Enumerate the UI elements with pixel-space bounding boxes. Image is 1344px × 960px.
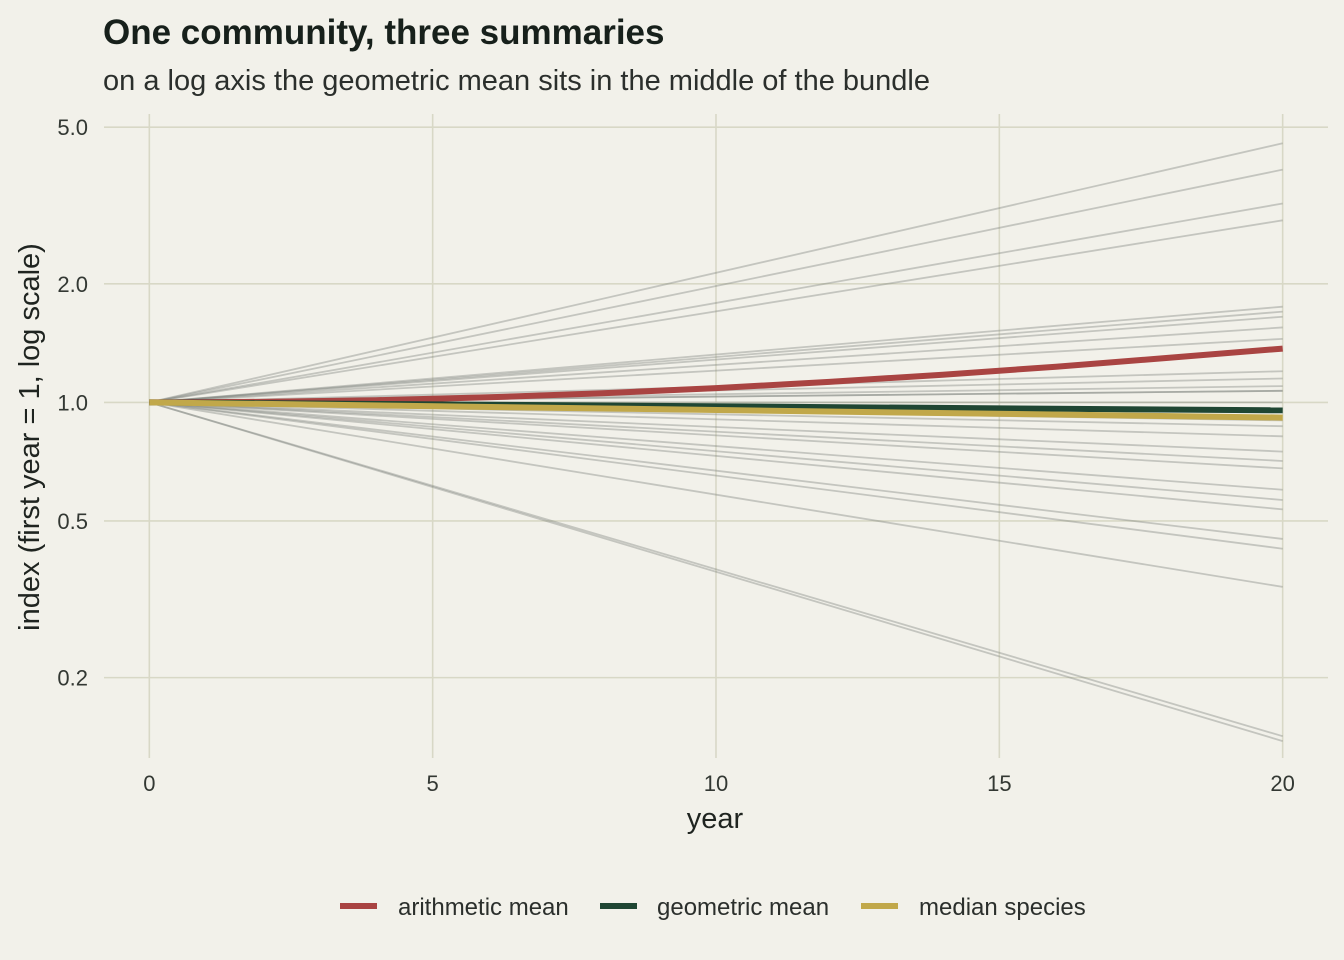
legend-label: geometric mean bbox=[657, 894, 829, 921]
chart-subtitle: on a log axis the geometric mean sits in… bbox=[103, 65, 930, 97]
species-line bbox=[149, 401, 1283, 588]
species-line bbox=[149, 401, 1283, 453]
species-line bbox=[149, 326, 1283, 404]
legend-label: arithmetic mean bbox=[398, 894, 569, 921]
species-line bbox=[149, 401, 1283, 742]
species-line bbox=[149, 219, 1283, 404]
y-axis-title: index (first year = 1, log scale) bbox=[14, 243, 46, 631]
x-tick-label: 5 bbox=[427, 771, 439, 796]
y-tick-label: 1.0 bbox=[57, 390, 88, 415]
legend-label: median species bbox=[919, 894, 1086, 921]
species-line bbox=[149, 202, 1283, 404]
species-line bbox=[149, 337, 1283, 404]
x-tick-label: 10 bbox=[704, 771, 728, 796]
y-tick-labels: 5.0 2.0 1.0 0.5 0.2 bbox=[57, 115, 88, 690]
species-line bbox=[149, 401, 1283, 491]
species-line bbox=[149, 310, 1283, 404]
chart-title: One community, three summaries bbox=[103, 13, 664, 52]
x-tick-labels: 0 5 10 15 20 bbox=[143, 771, 1295, 796]
x-tick-label: 20 bbox=[1270, 771, 1294, 796]
species-line bbox=[149, 305, 1283, 404]
species-lines bbox=[149, 142, 1283, 742]
species-line bbox=[149, 401, 1283, 438]
y-tick-label: 5.0 bbox=[57, 115, 88, 140]
species-line bbox=[149, 315, 1283, 404]
x-tick-label: 15 bbox=[987, 771, 1011, 796]
y-tick-label: 2.0 bbox=[57, 272, 88, 297]
species-line bbox=[149, 401, 1283, 540]
summary-lines bbox=[149, 345, 1283, 421]
median-species-line bbox=[149, 399, 1283, 421]
legend: arithmetic mean geometric mean median spec… bbox=[340, 894, 1086, 921]
x-tick-label: 0 bbox=[143, 771, 155, 796]
x-axis-title: year bbox=[687, 803, 744, 835]
y-tick-label: 0.2 bbox=[57, 666, 88, 691]
species-line bbox=[149, 401, 1283, 501]
y-tick-label: 0.5 bbox=[57, 509, 88, 534]
species-line bbox=[149, 168, 1283, 404]
species-line bbox=[149, 401, 1283, 738]
species-line bbox=[149, 401, 1283, 462]
species-line bbox=[149, 401, 1283, 550]
species-line bbox=[149, 401, 1283, 470]
species-line bbox=[149, 142, 1283, 404]
species-line bbox=[149, 401, 1283, 511]
